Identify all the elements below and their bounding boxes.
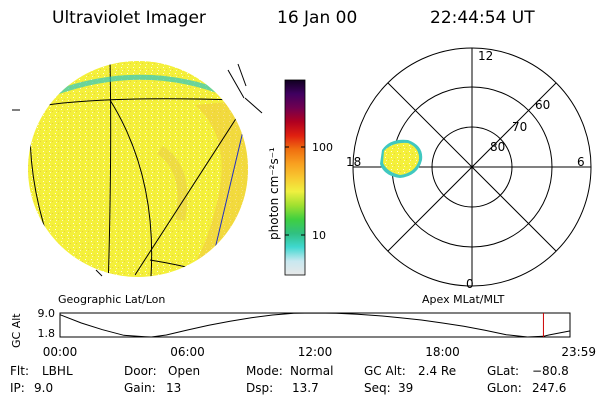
mode-label: Mode: bbox=[246, 364, 283, 378]
colorbar-tick-100: 100 bbox=[312, 141, 333, 154]
seq-label: Seq: bbox=[364, 381, 391, 395]
altitude-xtick-label: 23:59 bbox=[561, 345, 596, 359]
altitude-xtick-label: 12:00 bbox=[298, 345, 333, 359]
longitude-line bbox=[107, 61, 112, 277]
date-label: 16 Jan 00 bbox=[277, 8, 358, 28]
color-bar bbox=[284, 79, 306, 276]
glat-value: −80.8 bbox=[532, 364, 569, 378]
mlat-label-60: 60 bbox=[535, 98, 550, 112]
gain-value: 13 bbox=[166, 381, 182, 395]
door-value: Open bbox=[168, 364, 201, 378]
mlt-label-18: 18 bbox=[346, 155, 361, 169]
mode-value: Normal bbox=[290, 364, 334, 378]
gcalt-value: 2.4 Re bbox=[418, 364, 457, 378]
mlat-label-70: 70 bbox=[512, 120, 527, 134]
dsp-value: 13.7 bbox=[292, 381, 319, 395]
altitude-ylabel: GC Alt bbox=[10, 313, 23, 348]
glat-label: GLat: bbox=[487, 364, 520, 378]
colorbar-unit-label: photon cm⁻²s⁻¹ bbox=[267, 147, 281, 240]
altitude-series-line bbox=[59, 312, 570, 338]
ip-value: 9.0 bbox=[34, 381, 54, 395]
glon-value: 247.6 bbox=[532, 381, 567, 395]
mlt-axis-diagonal bbox=[387, 82, 557, 252]
altitude-xticks: 00:00 06:00 12:00 18:00 23:59 bbox=[43, 345, 596, 359]
terminator-line bbox=[134, 99, 248, 276]
meridian-line bbox=[209, 109, 248, 271]
altitude-ytick-min: 1.8 bbox=[38, 327, 56, 340]
limb-glow bbox=[43, 74, 233, 100]
longitude-line bbox=[109, 99, 153, 277]
ip-label: IP: bbox=[10, 381, 25, 395]
altitude-xtick-label: 06:00 bbox=[170, 345, 205, 359]
door-label: Door: bbox=[124, 364, 157, 378]
earth-caption: Geographic Lat/Lon bbox=[58, 293, 165, 306]
auroral-blob bbox=[380, 139, 423, 178]
filter-label: Flt: bbox=[10, 364, 29, 378]
glon-label: GLon: bbox=[487, 381, 522, 395]
altitude-chart bbox=[59, 312, 571, 338]
mlt-label-6: 6 bbox=[577, 155, 585, 169]
instrument-title: Ultraviolet Imager bbox=[52, 8, 206, 28]
gcalt-label: GC Alt: bbox=[364, 364, 406, 378]
gain-label: Gain: bbox=[124, 381, 156, 395]
mlt-label-12: 12 bbox=[478, 49, 493, 63]
polar-caption: Apex MLat/MLT bbox=[422, 293, 505, 306]
polar-plot bbox=[352, 47, 592, 287]
earth-image bbox=[12, 61, 263, 277]
seq-value: 39 bbox=[398, 381, 414, 395]
altitude-chart-frame bbox=[59, 312, 571, 338]
dsp-label: Dsp: bbox=[246, 381, 274, 395]
altitude-xtick-label: 18:00 bbox=[425, 345, 460, 359]
altitude-xtick-label: 00:00 bbox=[43, 345, 78, 359]
altitude-ytick-max: 9.0 bbox=[38, 307, 56, 320]
filter-value: LBHL bbox=[42, 364, 73, 378]
earth-disk bbox=[28, 61, 248, 277]
colorbar-tick-10: 10 bbox=[312, 229, 326, 242]
time-label: 22:44:54 UT bbox=[430, 8, 535, 28]
mlt-label-0: 0 bbox=[466, 277, 474, 291]
mlat-label-80: 80 bbox=[490, 140, 505, 154]
